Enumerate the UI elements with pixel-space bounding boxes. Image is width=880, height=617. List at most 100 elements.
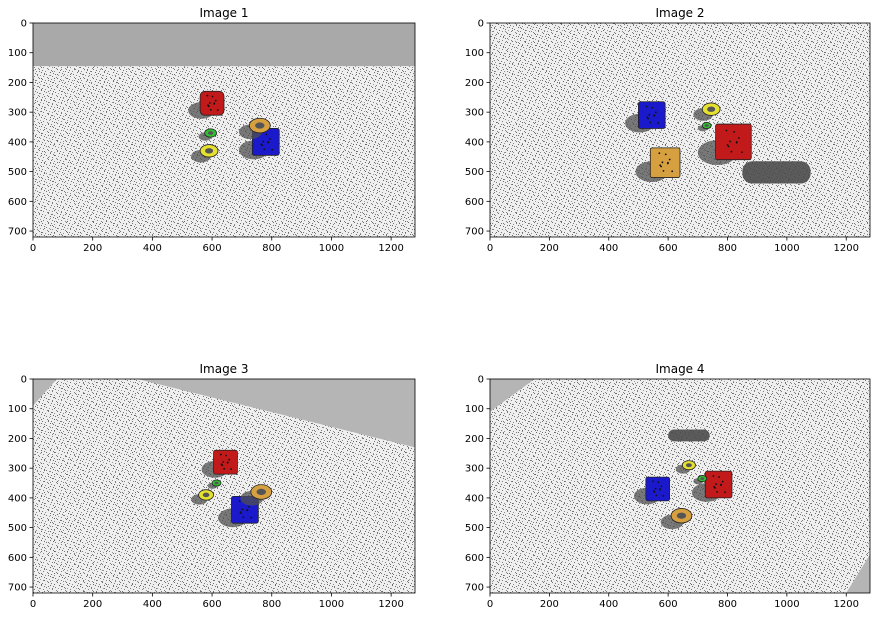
keypoint <box>662 494 665 497</box>
x-tick-label: 800 <box>718 599 737 610</box>
panel-1-title: Image 1 <box>199 6 249 20</box>
y-tick-label: 100 <box>8 404 27 415</box>
object-cube <box>645 476 671 502</box>
keypoint <box>718 476 721 478</box>
keypoint <box>715 483 718 486</box>
x-tick-label: 0 <box>487 243 493 254</box>
y-tick-label: 300 <box>8 108 27 119</box>
keypoint <box>660 485 663 488</box>
keypoint <box>211 95 214 98</box>
panel-1: 0 200 400 600 800 1000 1200 0 100 200 300 400 500 600… <box>8 19 416 254</box>
keypoint <box>655 494 658 497</box>
y-tick-label: 600 <box>465 553 484 564</box>
keypoint <box>648 113 651 116</box>
object-ring-hole <box>256 488 267 496</box>
keypoint <box>246 509 249 512</box>
image-noise <box>490 379 870 593</box>
x-tick-label: 400 <box>143 599 162 610</box>
keypoint <box>208 102 211 104</box>
object-cube <box>715 123 752 161</box>
y-tick-label: 500 <box>8 167 27 178</box>
object-shadow <box>742 161 811 184</box>
y-tick-label: 300 <box>465 464 484 475</box>
panel-2: 0 200 400 600 800 1000 1200 0 100 200 300 400 500 600… <box>465 19 871 254</box>
keypoint <box>653 114 656 117</box>
x-tick-label: 600 <box>659 599 678 610</box>
object-ring-hole <box>685 463 692 468</box>
keypoint <box>207 104 209 107</box>
y-tick-label: 400 <box>465 493 484 504</box>
keypoint <box>263 148 266 151</box>
y-tick-label: 400 <box>465 137 484 148</box>
y-tick-label: 700 <box>8 227 27 238</box>
keypoint <box>654 111 657 114</box>
x-tick-label: 400 <box>143 243 162 254</box>
x-tick-label: 1000 <box>319 599 344 610</box>
keypoint <box>659 164 662 167</box>
y-tick-label: 100 <box>465 404 484 415</box>
keypoint <box>733 130 736 133</box>
keypoint <box>214 99 217 102</box>
x-tick-label: 1200 <box>834 599 859 610</box>
keypoint <box>661 161 664 164</box>
keypoint <box>262 140 265 143</box>
keypoint <box>260 143 263 146</box>
keypoint <box>228 458 231 461</box>
x-tick-label: 1200 <box>378 599 403 610</box>
keypoint <box>713 485 716 488</box>
keypoint <box>222 461 225 463</box>
object-ring-hole <box>207 131 214 135</box>
y-tick-label: 0 <box>21 375 27 386</box>
shaded-corner <box>490 379 535 412</box>
object-ring-hole <box>707 106 716 112</box>
keypoint <box>226 461 229 464</box>
keypoint <box>666 162 669 165</box>
keypoint <box>725 129 728 132</box>
object-shadow <box>668 429 710 442</box>
object-ring-hole <box>704 124 709 127</box>
keypoint <box>652 480 654 483</box>
y-tick-label: 400 <box>8 137 27 148</box>
shaded-corner <box>137 379 415 448</box>
keypoint <box>271 148 274 151</box>
panel-3-title: Image 3 <box>199 362 249 376</box>
keypoint <box>225 454 227 457</box>
keypoint <box>239 511 242 514</box>
keypoint <box>241 508 244 511</box>
keypoint <box>724 491 726 494</box>
keypoint <box>654 487 657 490</box>
keypoint <box>712 475 715 477</box>
keypoint <box>651 106 654 109</box>
shaded-corner <box>33 379 57 406</box>
object-cube <box>704 470 733 499</box>
keypoint <box>662 169 665 172</box>
x-tick-label: 800 <box>262 243 281 254</box>
x-tick-label: 400 <box>599 599 618 610</box>
keypoint <box>671 170 674 173</box>
object-cube <box>638 101 666 129</box>
y-tick-label: 700 <box>465 583 484 594</box>
axes-frame <box>489 22 871 238</box>
keypoint <box>652 490 655 492</box>
y-tick-label: 0 <box>478 19 484 30</box>
y-tick-label: 500 <box>465 167 484 178</box>
y-tick-label: 200 <box>465 434 484 445</box>
keypoint <box>250 516 253 519</box>
object-ring-hole <box>255 122 265 129</box>
keypoint <box>649 121 652 124</box>
y-tick-label: 0 <box>21 19 27 30</box>
keypoint <box>238 500 241 503</box>
shaded-corner <box>846 554 870 593</box>
panel-4-title: Image 4 <box>655 362 705 376</box>
keypoint <box>729 140 732 143</box>
y-tick-label: 600 <box>8 553 27 564</box>
keypoint <box>645 105 648 108</box>
y-tick-label: 600 <box>465 197 484 208</box>
keypoint <box>720 484 722 487</box>
x-tick-label: 0 <box>30 243 36 254</box>
keypoint <box>664 153 667 156</box>
axes-frame <box>489 378 871 594</box>
keypoint <box>220 463 223 466</box>
